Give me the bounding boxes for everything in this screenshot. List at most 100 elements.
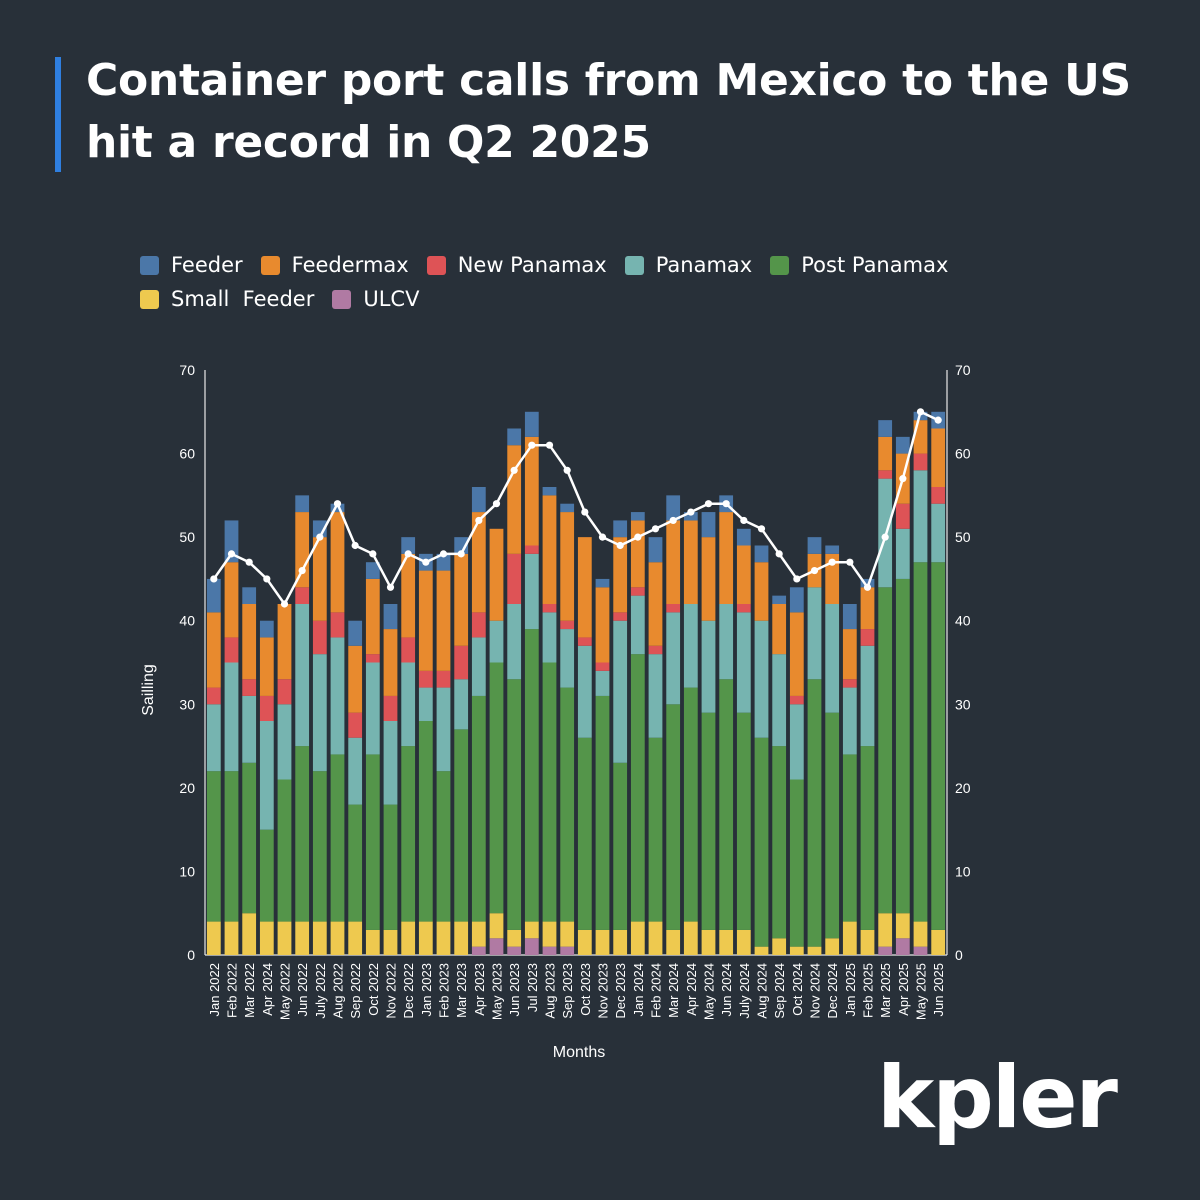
- bar-segment-feeder-1: [224, 520, 239, 563]
- legend-label-feeder: Feeder: [171, 253, 243, 277]
- bar-segment-post-panamax-10: [383, 804, 398, 930]
- x-tick-label-16: May 2023: [490, 963, 505, 1020]
- page-title: Container port calls from Mexico to the …: [86, 55, 1131, 168]
- x-axis-title: Months: [553, 1044, 605, 1061]
- bar-segment-new-panamax-6: [312, 620, 327, 655]
- bar-segment-post-panamax-30: [736, 712, 751, 930]
- bar-segment-feedermax-41: [931, 428, 946, 487]
- bar-segment-feedermax-0: [206, 612, 221, 688]
- bar-segment-new-panamax-40: [913, 453, 928, 471]
- x-tick-label-12: Jan 2023: [419, 963, 434, 1017]
- bar-segment-feedermax-11: [401, 553, 416, 638]
- bar-segment-panamax-18: [524, 553, 539, 630]
- x-tick-label-0: Jan 2022: [207, 963, 222, 1017]
- bar-segment-feedermax-26: [666, 520, 681, 604]
- x-tick-label-26: Mar 2024: [666, 963, 681, 1018]
- total-line-point-17: [510, 466, 518, 474]
- bar-segment-feeder-33: [789, 587, 804, 613]
- x-tick-label-19: Aug 2023: [543, 963, 558, 1019]
- total-line-point-24: [634, 533, 642, 541]
- bar-segment-panamax-3: [259, 721, 274, 830]
- bar-segment-small-feeder-11: [401, 921, 416, 955]
- legend-swatch-ulcv: [332, 289, 352, 309]
- bar-segment-feedermax-10: [383, 629, 398, 696]
- bar-segment-new-panamax-15: [471, 612, 486, 638]
- bar-segment-post-panamax-13: [436, 771, 451, 922]
- x-tick-label-29: Jun 2024: [719, 963, 734, 1017]
- x-tick-label-27: Apr 2024: [684, 963, 699, 1016]
- y-tick-label-right-20: 20: [955, 780, 971, 796]
- x-tick-label-39: Apr 2025: [896, 963, 911, 1016]
- bar-segment-panamax-23: [613, 620, 628, 763]
- bar-segment-panamax-24: [630, 595, 645, 655]
- bar-segment-new-panamax-33: [789, 695, 804, 705]
- bar-segment-panamax-33: [789, 704, 804, 780]
- bar-segment-feedermax-36: [842, 629, 857, 680]
- bar-segment-feeder-8: [348, 620, 363, 646]
- x-tick-label-5: Jun 2022: [295, 963, 310, 1017]
- bar-segment-new-panamax-4: [277, 679, 292, 705]
- bar-segment-feeder-37: [860, 578, 875, 588]
- bar-segment-post-panamax-28: [701, 712, 716, 930]
- bar-segment-feedermax-19: [542, 495, 557, 604]
- bar-segment-new-panamax-39: [895, 503, 910, 529]
- bar-segment-ulcv-39: [895, 938, 910, 955]
- bar-segment-feedermax-8: [348, 645, 363, 713]
- y-tick-label-right-40: 40: [955, 613, 971, 629]
- total-line-point-26: [669, 516, 677, 525]
- bar-segment-new-panamax-3: [259, 695, 274, 721]
- title-accent-bar: [55, 57, 61, 172]
- bar-segment-panamax-25: [648, 654, 663, 738]
- legend-swatch-panamax: [624, 255, 644, 275]
- bar-segment-panamax-17: [507, 604, 522, 680]
- bar-segment-new-panamax-30: [736, 604, 751, 613]
- bar-segment-feeder-24: [630, 512, 645, 521]
- bar-segment-small-feeder-28: [701, 929, 716, 955]
- legend-row-2: Small Feeder ULCV: [140, 282, 1040, 316]
- total-line-point-31: [757, 525, 766, 533]
- total-line-point-37: [863, 583, 872, 591]
- total-line-point-1: [227, 550, 236, 558]
- total-line-point-22: [598, 533, 607, 541]
- bar-segment-post-panamax-9: [365, 754, 380, 930]
- bar-segment-feeder-17: [507, 428, 522, 446]
- bar-segment-panamax-2: [242, 695, 257, 763]
- x-tick-label-17: Jun 2023: [507, 963, 522, 1017]
- total-line-point-2: [245, 558, 253, 566]
- bar-segment-new-panamax-20: [560, 620, 575, 630]
- bar-segment-panamax-22: [595, 670, 610, 696]
- bar-segment-feedermax-14: [454, 553, 469, 646]
- bar-segment-new-panamax-17: [507, 553, 522, 604]
- bar-segment-feeder-25: [648, 537, 663, 563]
- bar-segment-small-feeder-26: [666, 929, 681, 955]
- bar-segment-small-feeder-13: [436, 921, 451, 955]
- x-tick-label-4: May 2022: [278, 963, 293, 1020]
- bar-segment-post-panamax-4: [277, 779, 292, 922]
- total-line-point-6: [316, 533, 324, 541]
- bar-segment-feedermax-12: [418, 570, 433, 671]
- bar-segment-feedermax-16: [489, 528, 504, 621]
- bar-segment-panamax-36: [842, 687, 857, 755]
- bar-segment-new-panamax-38: [878, 470, 893, 479]
- bar-segment-small-feeder-25: [648, 921, 663, 955]
- bar-segment-post-panamax-17: [507, 679, 522, 930]
- bar-segment-new-panamax-26: [666, 604, 681, 613]
- x-tick-label-7: Aug 2022: [331, 963, 346, 1019]
- legend-row-1: Feeder Feedermax New Panamax Panamax Pos…: [140, 248, 1040, 282]
- bar-segment-new-panamax-19: [542, 604, 557, 613]
- bar-segment-post-panamax-5: [295, 746, 310, 922]
- bar-segment-small-feeder-15: [471, 921, 486, 947]
- bar-segment-small-feeder-30: [736, 929, 751, 955]
- bar-segment-ulcv-40: [913, 946, 928, 955]
- bar-segment-small-feeder-16: [489, 913, 504, 939]
- x-tick-label-18: Jul 2023: [525, 963, 540, 1012]
- bar-segment-new-panamax-2: [242, 679, 257, 696]
- bar-segment-new-panamax-1: [224, 637, 239, 663]
- bar-segment-post-panamax-8: [348, 804, 363, 922]
- total-line-point-11: [404, 550, 412, 558]
- bar-segment-small-feeder-2: [242, 913, 257, 955]
- legend-item-small-feeder: Small Feeder: [140, 287, 314, 311]
- bar-segment-post-panamax-14: [454, 729, 469, 922]
- bar-segment-panamax-19: [542, 612, 557, 663]
- total-line-point-18: [528, 441, 536, 449]
